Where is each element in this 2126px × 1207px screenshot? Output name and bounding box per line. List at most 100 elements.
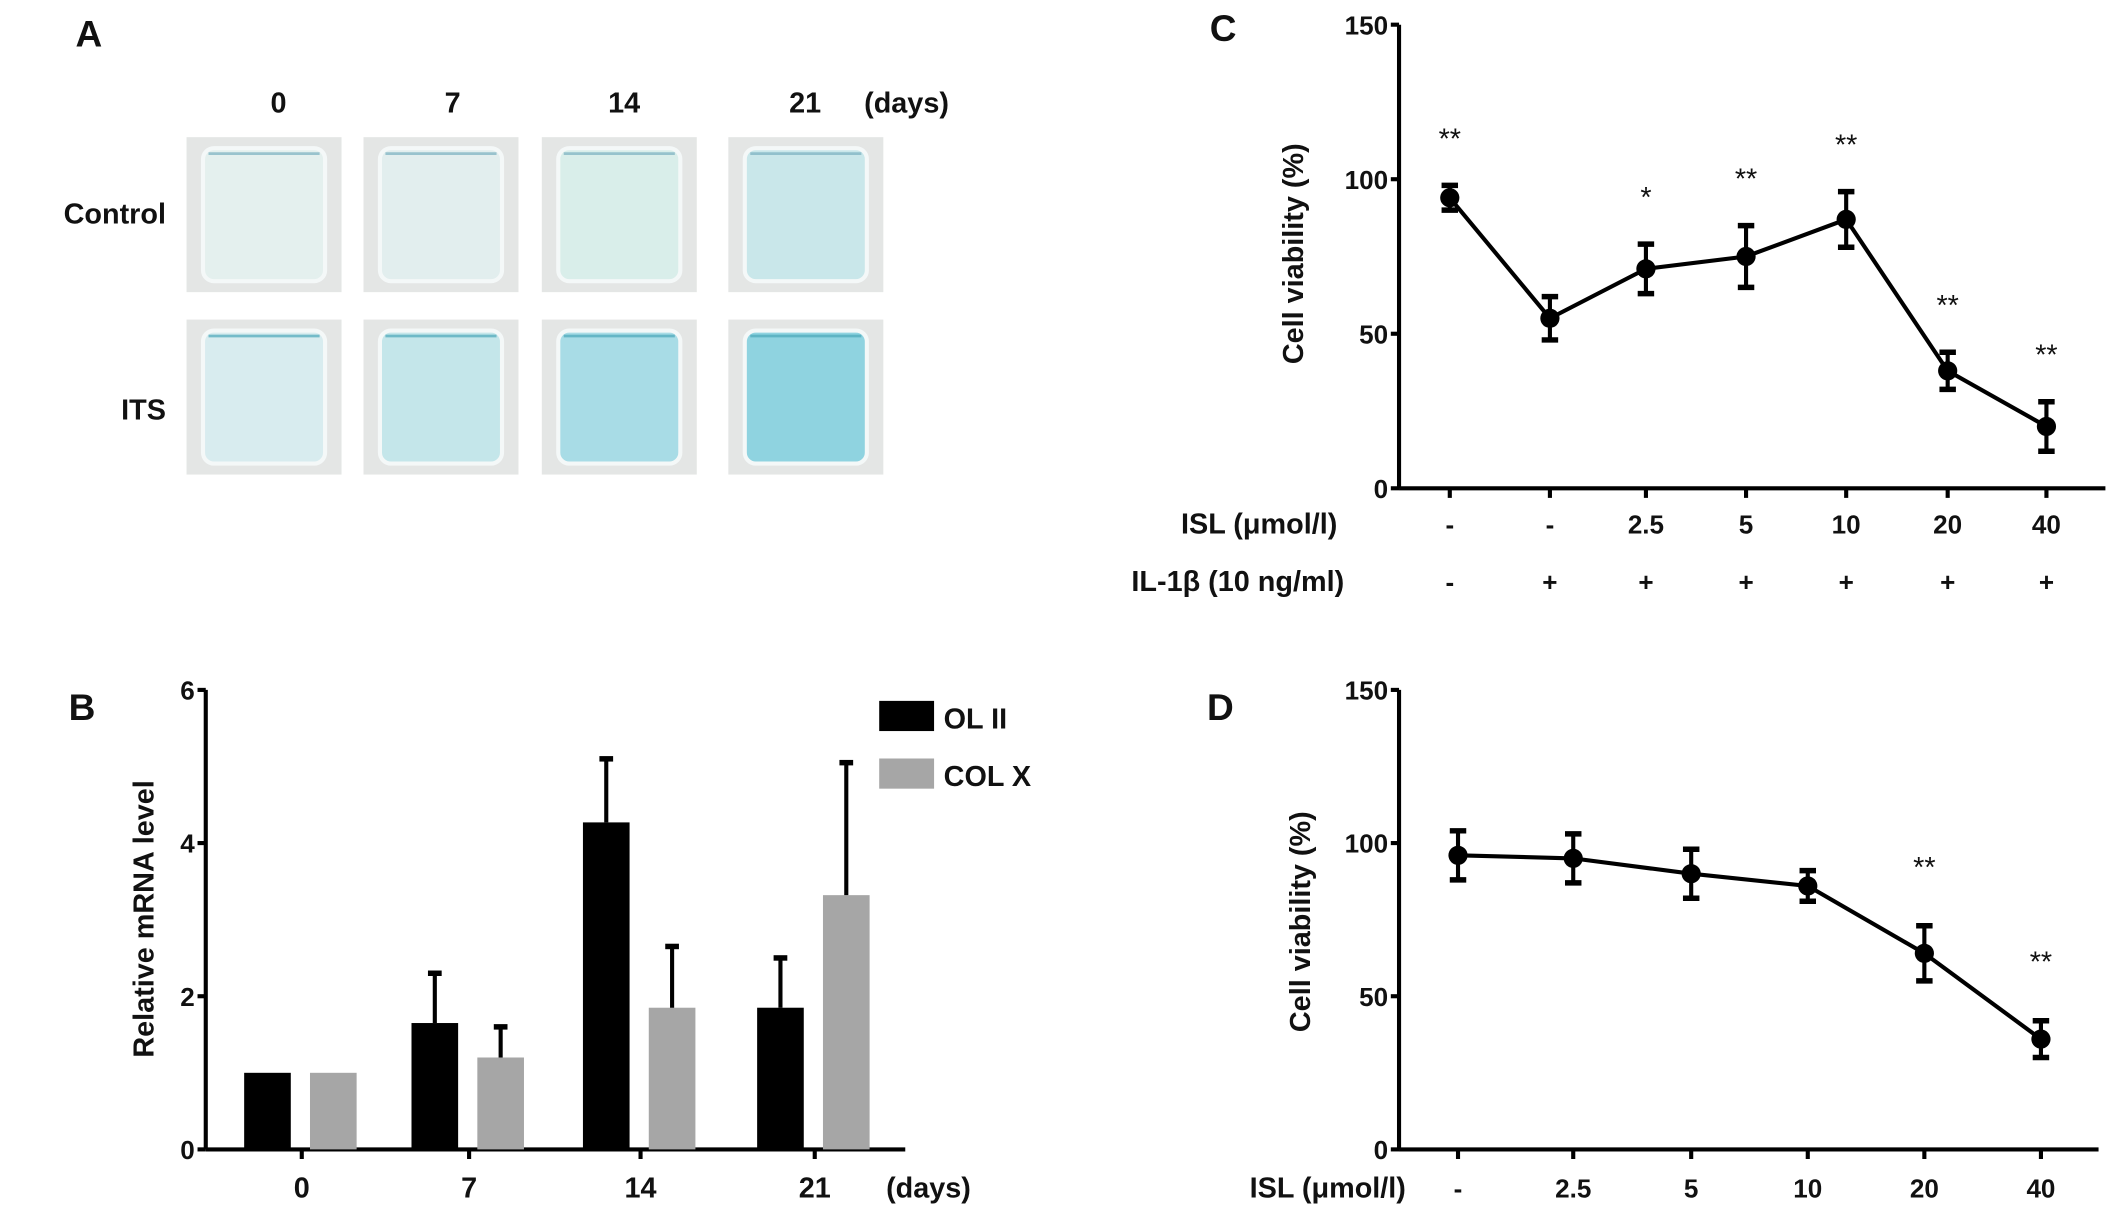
panel-a-stain-images: A 0 7 14 21 (days) Control ITS bbox=[64, 13, 949, 475]
significance-marker: ** bbox=[1439, 123, 1461, 155]
stain-image-its-21 bbox=[742, 328, 869, 466]
data-point bbox=[1836, 209, 1856, 230]
y-axis-title: Cell viability (%) bbox=[1278, 143, 1310, 364]
bar-col-x bbox=[648, 1007, 696, 1150]
il1b-sign-label: + bbox=[2039, 567, 2054, 597]
isl-dose-label: 5 bbox=[1684, 1173, 1699, 1203]
day-label-0: 0 bbox=[270, 87, 286, 119]
days-unit-label: (days) bbox=[864, 87, 949, 119]
x-tick-label: 0 bbox=[294, 1172, 310, 1204]
legend-label: COL X bbox=[944, 761, 1031, 793]
data-point bbox=[1448, 845, 1468, 865]
y-tick-label: 0 bbox=[180, 1135, 195, 1165]
isl-dose-label: 2.5 bbox=[1628, 510, 1664, 540]
legend-swatch bbox=[879, 700, 935, 732]
bar-ol-ii bbox=[244, 1072, 291, 1150]
il1b-sign-label: + bbox=[1638, 567, 1653, 597]
data-point bbox=[1563, 848, 1583, 868]
day-label-14: 14 bbox=[608, 87, 640, 119]
il1b-sign-label: + bbox=[1940, 567, 1955, 597]
y-tick-label: 150 bbox=[1345, 10, 1388, 40]
bar-ol-ii bbox=[411, 1023, 459, 1150]
il1b-row-label: IL-1β (10 ng/ml) bbox=[1131, 566, 1344, 598]
y-axis-title: Cell viability (%) bbox=[1285, 811, 1317, 1032]
panel-c-line-chart: C Cell viability (%) ISL (μmol/l) IL-1β … bbox=[1131, 7, 2106, 598]
y-tick-label: 6 bbox=[180, 676, 195, 706]
data-point bbox=[1798, 876, 1818, 896]
row-label-control: Control bbox=[64, 199, 166, 231]
y-tick-label: 50 bbox=[1359, 319, 1388, 349]
isl-dose-label: 40 bbox=[2032, 510, 2061, 540]
legend-label: OL II bbox=[944, 703, 1007, 735]
significance-marker: ** bbox=[1936, 290, 1958, 322]
il1b-sign-label: - bbox=[1445, 567, 1454, 597]
data-point bbox=[1914, 943, 1934, 963]
il1b-sign-label: + bbox=[1542, 567, 1557, 597]
significance-marker: * bbox=[1640, 182, 1651, 214]
isl-dose-label: 2.5 bbox=[1555, 1173, 1591, 1203]
significance-marker: ** bbox=[1913, 852, 1935, 884]
isl-row-label: ISL (μmol/l) bbox=[1181, 509, 1337, 541]
data-point bbox=[2031, 1029, 2051, 1049]
isl-dose-label: - bbox=[1546, 510, 1555, 540]
panel-d-label: D bbox=[1207, 686, 1234, 728]
bar-col-x bbox=[822, 895, 870, 1150]
isl-dose-label: - bbox=[1445, 510, 1454, 540]
stain-image-control-7 bbox=[377, 146, 505, 284]
x-axis-unit: (days) bbox=[886, 1172, 971, 1204]
y-tick-label: 2 bbox=[180, 982, 195, 1012]
isl-dose-label: - bbox=[1454, 1173, 1463, 1203]
significance-marker: ** bbox=[2030, 947, 2052, 979]
data-point bbox=[1938, 361, 1958, 381]
stain-image-its-0 bbox=[200, 328, 328, 466]
il1b-sign-label: + bbox=[1738, 567, 1753, 597]
panel-c-label: C bbox=[1210, 7, 1237, 49]
y-tick-label: 150 bbox=[1345, 676, 1388, 706]
x-tick-label: 14 bbox=[625, 1172, 657, 1204]
day-label-7: 7 bbox=[445, 87, 461, 119]
isl-dose-label: 20 bbox=[1910, 1173, 1939, 1203]
isl-dose-label: 5 bbox=[1739, 510, 1753, 540]
significance-marker: ** bbox=[1735, 163, 1757, 195]
bar-col-x bbox=[309, 1072, 357, 1150]
stain-image-control-21 bbox=[742, 146, 869, 284]
data-point bbox=[2036, 416, 2057, 437]
data-point bbox=[1681, 864, 1701, 884]
x-tick-label: 7 bbox=[461, 1172, 477, 1204]
data-point bbox=[1440, 188, 1460, 208]
y-tick-label: 0 bbox=[1374, 1135, 1389, 1165]
data-point bbox=[1736, 246, 1756, 267]
data-point bbox=[1540, 308, 1560, 328]
bar-ol-ii bbox=[757, 1007, 804, 1150]
panel-b-label: B bbox=[69, 686, 96, 728]
day-label-21: 21 bbox=[789, 87, 821, 119]
panel-d-line-chart: D Cell viability (%) ISL (μmol/l) 0 50 100… bbox=[1207, 676, 2099, 1204]
data-point bbox=[1636, 259, 1656, 279]
y-tick-label: 50 bbox=[1359, 982, 1388, 1012]
significance-marker: ** bbox=[2035, 340, 2057, 372]
data-line bbox=[1457, 853, 2043, 1041]
isl-row-label: ISL (μmol/l) bbox=[1250, 1172, 1406, 1204]
isl-dose-label: 40 bbox=[2026, 1173, 2055, 1203]
il1b-sign-label: + bbox=[1839, 567, 1854, 597]
stain-image-its-14 bbox=[556, 328, 683, 466]
stain-image-control-14 bbox=[556, 146, 683, 284]
stain-image-its-7 bbox=[377, 328, 505, 466]
isl-dose-label: 20 bbox=[1933, 510, 1962, 540]
bar-col-x bbox=[477, 1057, 524, 1150]
row-label-its: ITS bbox=[121, 395, 166, 427]
significance-marker: ** bbox=[1835, 129, 1857, 161]
x-tick-label: 21 bbox=[799, 1172, 831, 1204]
y-tick-label: 100 bbox=[1345, 165, 1388, 195]
isl-dose-label: 10 bbox=[1832, 510, 1861, 540]
isl-dose-label: 10 bbox=[1793, 1173, 1822, 1203]
y-tick-label: 4 bbox=[180, 829, 195, 859]
y-tick-label: 0 bbox=[1374, 474, 1389, 504]
stain-image-control-0 bbox=[200, 146, 328, 284]
y-axis-title: Relative mRNA level bbox=[129, 780, 161, 1057]
legend-swatch bbox=[879, 758, 935, 789]
panel-b-bar-chart: B Relative mRNA level (days) 0 2 4 6 0 7 14 21 O… bbox=[69, 676, 1032, 1205]
bar-ol-ii bbox=[582, 822, 630, 1150]
panel-a-label: A bbox=[75, 13, 102, 55]
